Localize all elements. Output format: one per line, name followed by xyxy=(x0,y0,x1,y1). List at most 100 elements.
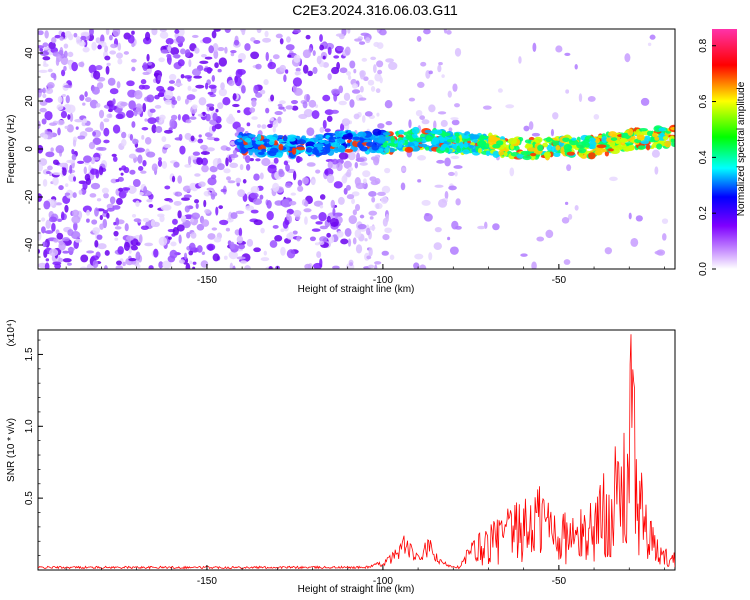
heatmap-cell xyxy=(280,246,286,256)
heatmap-cell xyxy=(207,233,216,240)
heatmap-cell xyxy=(96,234,103,240)
ridge-cell xyxy=(610,137,618,141)
heatmap-cell xyxy=(93,70,101,80)
heatmap-cell xyxy=(454,103,460,108)
heatmap-cell xyxy=(44,230,54,234)
heatmap-cell xyxy=(417,155,427,161)
heatmap-cell xyxy=(453,165,463,169)
heatmap-cell xyxy=(50,147,54,152)
heatmap-cell xyxy=(38,163,44,172)
heatmap-cell xyxy=(71,149,75,155)
heatmap-cell xyxy=(161,161,168,169)
heatmap-cell xyxy=(48,122,58,126)
heatmap-cell xyxy=(630,238,639,247)
heatmap-cell xyxy=(228,113,234,123)
ridge-cell xyxy=(533,136,543,144)
heatmap-cell xyxy=(250,209,259,214)
ridge-cell xyxy=(588,145,596,150)
heatmap-cell xyxy=(143,186,148,195)
heatmap-cell xyxy=(106,212,110,219)
heatmap-cell xyxy=(43,200,51,210)
heatmap-cell xyxy=(106,113,113,119)
heatmap-cell xyxy=(135,200,140,207)
heatmap-cell xyxy=(118,187,124,192)
heatmap-cell xyxy=(97,243,107,250)
heatmap-cell xyxy=(574,204,579,211)
heatmap-cell xyxy=(173,200,182,206)
heatmap-cell xyxy=(368,190,377,197)
heatmap-cell xyxy=(71,61,78,72)
heatmap-cell xyxy=(95,64,103,71)
heatmap-cell xyxy=(455,198,461,206)
ridge-cell xyxy=(432,129,443,135)
heatmap-cell xyxy=(287,54,292,58)
heatmap-cell xyxy=(322,119,327,129)
heatmap-cell xyxy=(367,79,375,86)
heatmap-cell xyxy=(428,252,433,261)
heatmap-cell xyxy=(213,236,222,243)
heatmap-cell xyxy=(99,214,103,221)
heatmap-cell xyxy=(199,60,209,65)
heatmap-cell xyxy=(326,215,331,223)
heatmap-cell xyxy=(184,205,190,213)
heatmap-cell xyxy=(228,79,235,87)
heatmap-cell xyxy=(226,176,232,181)
heatmap-cell xyxy=(226,217,234,223)
heatmap-cell xyxy=(217,46,225,52)
heatmap-cell xyxy=(163,90,174,100)
ridge-cell xyxy=(341,135,349,140)
heatmap-cell xyxy=(353,68,357,74)
heatmap-cell xyxy=(523,125,530,132)
heatmap-cell xyxy=(369,225,376,231)
heatmap-cell xyxy=(253,247,261,253)
heatmap-cell xyxy=(123,241,130,251)
heatmap-cell xyxy=(92,131,97,137)
heatmap-cell xyxy=(351,198,355,205)
heatmap-cell xyxy=(337,196,345,205)
heatmap-cell xyxy=(150,219,156,227)
heatmap-cell xyxy=(72,139,77,147)
heatmap-cell xyxy=(270,94,275,102)
heatmap-cell xyxy=(184,132,192,140)
heatmap-cell xyxy=(203,190,211,197)
heatmap-cell xyxy=(279,64,287,73)
ridge-cell xyxy=(553,152,561,157)
heatmap-cell xyxy=(233,39,240,46)
ridge-cell xyxy=(314,143,325,148)
heatmap-cell xyxy=(82,102,86,106)
ridge-cell xyxy=(273,139,278,147)
heatmap-cell xyxy=(346,169,352,178)
heatmap-cell xyxy=(234,76,242,87)
heatmap-cell xyxy=(213,137,220,142)
heatmap-cell xyxy=(454,171,458,177)
heatmap-cell xyxy=(365,227,371,236)
heatmap-cell xyxy=(77,135,86,140)
heatmap-cell xyxy=(158,157,162,161)
ridge-cell xyxy=(651,132,658,138)
heatmap-cell xyxy=(319,225,328,230)
heatmap-cell xyxy=(142,159,147,167)
heatmap-cell xyxy=(197,138,204,144)
heatmap-cell xyxy=(264,30,269,38)
heatmap-cell xyxy=(69,164,73,175)
heatmap-cell xyxy=(98,109,105,119)
heatmap-cell xyxy=(89,193,97,198)
ridge-cell xyxy=(645,143,651,151)
ridge-cell xyxy=(415,137,423,143)
heatmap-cell xyxy=(45,219,51,230)
ridge-cell xyxy=(578,147,587,154)
heatmap-cell xyxy=(235,210,245,215)
heatmap-cell xyxy=(142,62,148,72)
heatmap-cell xyxy=(384,227,392,234)
heatmap-cell xyxy=(236,235,244,244)
heatmap-cell xyxy=(131,121,136,128)
ridge-cell xyxy=(638,145,646,150)
ridge-cell xyxy=(646,130,654,137)
heatmap-cell xyxy=(423,29,431,35)
heatmap-cell xyxy=(433,120,437,130)
ridge-cell xyxy=(542,142,549,148)
heatmap-cell xyxy=(297,179,303,187)
heatmap-cell xyxy=(257,124,262,128)
ridge-cell xyxy=(670,138,675,143)
heatmap-cell xyxy=(38,262,47,269)
